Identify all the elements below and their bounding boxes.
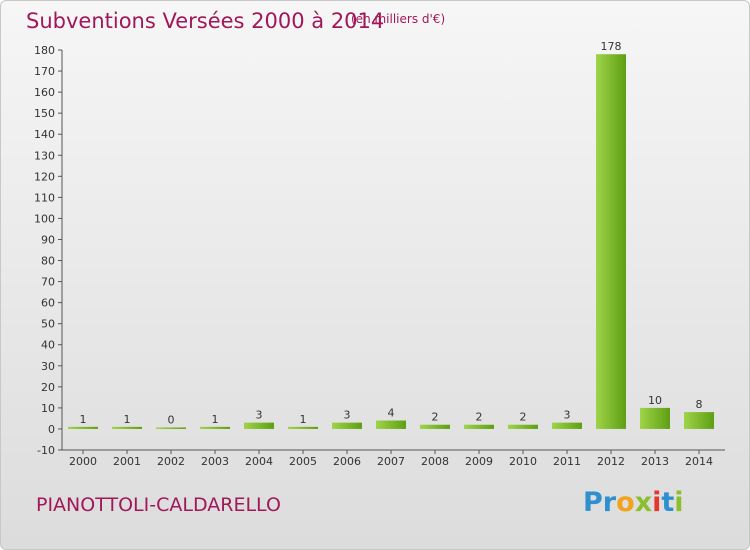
x-tick-label: 2009 (465, 455, 493, 468)
y-tick-label: 100 (34, 212, 55, 225)
y-tick-label: -10 (37, 444, 55, 457)
bar (68, 426, 98, 429)
bar (552, 422, 582, 429)
data-label: 8 (696, 398, 703, 411)
x-tick-label: 2007 (377, 455, 405, 468)
x-tick-label: 2002 (157, 455, 185, 468)
data-label: 4 (388, 407, 395, 420)
y-tick-label: 140 (34, 128, 55, 141)
y-tick-label: 50 (41, 318, 55, 331)
logo-letter: x (634, 487, 653, 518)
bar (332, 422, 362, 429)
x-tick-label: 2014 (685, 455, 713, 468)
data-label: 2 (432, 411, 439, 424)
bar (244, 422, 274, 429)
x-tick-label: 2001 (113, 455, 141, 468)
x-tick-label: 2000 (69, 455, 97, 468)
axes: -100102030405060708090100110120130140150… (34, 44, 725, 468)
y-tick-label: 110 (34, 191, 55, 204)
data-label: 2 (520, 411, 527, 424)
bar (596, 54, 626, 429)
bar (508, 424, 538, 429)
y-tick-label: 80 (41, 255, 55, 268)
y-tick-label: 60 (41, 297, 55, 310)
x-tick-label: 2006 (333, 455, 361, 468)
chart-title: Subventions Versées 2000 à 2014 (26, 9, 385, 33)
y-tick-label: 130 (34, 149, 55, 162)
x-tick-label: 2013 (641, 455, 669, 468)
data-label: 1 (124, 413, 131, 426)
x-tick-label: 2008 (421, 455, 449, 468)
data-label: 3 (344, 409, 351, 422)
bar (288, 426, 318, 429)
bar (112, 426, 142, 429)
y-tick-label: 160 (34, 86, 55, 99)
bar (200, 426, 230, 429)
data-label: 1 (80, 413, 87, 426)
data-label: 178 (601, 40, 622, 53)
y-tick-label: 0 (48, 423, 55, 436)
x-tick-label: 2012 (597, 455, 625, 468)
bar (464, 424, 494, 429)
data-label: 10 (648, 394, 662, 407)
bar (376, 420, 406, 429)
logo-letter: i (674, 487, 684, 518)
logo-letter: t (661, 487, 675, 518)
x-tick-label: 2005 (289, 455, 317, 468)
x-tick-label: 2011 (553, 455, 581, 468)
data-label: 0 (168, 413, 175, 426)
data-label: 2 (476, 411, 483, 424)
data-label: 3 (256, 409, 263, 422)
chart-subtitle: (en milliers d'€) (351, 12, 446, 26)
y-tick-label: 30 (41, 360, 55, 373)
x-tick-label: 2003 (201, 455, 229, 468)
x-tick-label: 2010 (509, 455, 537, 468)
data-label: 1 (212, 413, 219, 426)
logo-letter: i (652, 487, 662, 518)
bars (68, 54, 714, 429)
y-tick-label: 150 (34, 107, 55, 120)
logo-letter: o (616, 487, 635, 518)
logo-letter: P (583, 487, 603, 518)
bar (156, 427, 186, 429)
data-label: 3 (564, 409, 571, 422)
data-label: 1 (300, 413, 307, 426)
y-tick-label: 170 (34, 65, 55, 78)
commune-name: PIANOTTOLI-CALDARELLO (36, 494, 281, 516)
bar (420, 424, 450, 429)
y-tick-label: 180 (34, 44, 55, 57)
bar (684, 412, 714, 429)
y-tick-label: 90 (41, 233, 55, 246)
bar (640, 407, 670, 429)
proxiti-logo: Proxiti (583, 487, 684, 518)
x-tick-label: 2004 (245, 455, 273, 468)
logo-letter: r (602, 487, 617, 518)
y-tick-label: 120 (34, 170, 55, 183)
y-tick-label: 10 (41, 402, 55, 415)
y-tick-label: 70 (41, 276, 55, 289)
y-tick-label: 40 (41, 339, 55, 352)
y-tick-label: 20 (41, 381, 55, 394)
